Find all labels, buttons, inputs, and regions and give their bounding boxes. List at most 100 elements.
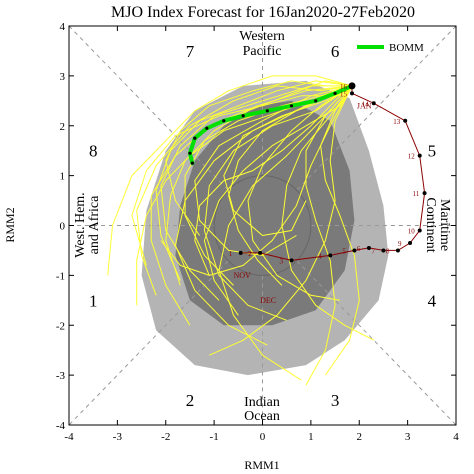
x-tick-label-2: 2 — [357, 431, 363, 443]
month-labels: JAN DEC NOV — [233, 101, 371, 305]
observed-day-label-1: 1 — [229, 250, 233, 258]
phase-label-1: 1 — [89, 291, 98, 310]
observed-day-label-3: 3 — [280, 257, 284, 265]
observed-day-label-8: 8 — [386, 247, 390, 255]
x-tick-label-0: 0 — [260, 431, 266, 443]
bomm-point-2 — [333, 91, 337, 95]
ensemble-member-14 — [203, 85, 353, 321]
y-axis-label: RMM2 — [3, 207, 17, 242]
x-tick-label--2: -2 — [161, 431, 170, 443]
observed-day-label-10: 10 — [408, 227, 416, 235]
observed-day-label-6: 6 — [357, 245, 361, 253]
observed-day-label-9: 9 — [398, 240, 402, 248]
ensemble-member-3 — [136, 85, 353, 296]
ensemble-member-7 — [320, 85, 360, 376]
observed-point-9 — [408, 240, 413, 245]
observed-point-7 — [381, 248, 386, 253]
region-indian-ocean: Indian Ocean — [244, 395, 280, 424]
phase-label-6: 6 — [331, 42, 340, 61]
diagonal-line-1 — [68, 25, 229, 191]
y-tick-label--1: -1 — [56, 270, 65, 282]
month-label-nov: NOV — [233, 271, 251, 280]
bomm-forecast — [187, 83, 354, 166]
diagonal-line-3 — [296, 25, 457, 191]
bomm-point-3 — [314, 99, 318, 103]
ensemble-member-17 — [150, 85, 353, 326]
x-axis-label: RMM1 — [244, 458, 279, 472]
observed-day-label-13: 13 — [393, 118, 401, 126]
y-tick-label-2: 2 — [60, 121, 66, 133]
ensemble-member-18 — [247, 85, 353, 301]
region-left-line1: West. Hem. — [73, 192, 88, 257]
observed-point-11 — [422, 191, 427, 196]
observed-point-3 — [289, 258, 294, 263]
observed-point-6 — [366, 245, 371, 250]
diagonal-line-2 — [296, 260, 457, 426]
legend: BOMM — [357, 42, 424, 54]
observed-day-label-7: 7 — [371, 247, 375, 255]
observed-day-label-16: 16 — [340, 83, 348, 91]
region-bottom-line1: Indian — [244, 395, 280, 410]
phase-label-4: 4 — [428, 291, 437, 310]
bomm-point-5 — [265, 109, 269, 113]
phase-label-7: 7 — [186, 42, 195, 61]
region-bottom-line2: Ocean — [244, 409, 280, 424]
y-tick-label--2: -2 — [56, 320, 65, 332]
region-western-pacific: Western Pacific — [239, 29, 285, 59]
chart-title: MJO Index Forecast for 16Jan2020-27Feb20… — [111, 4, 415, 21]
observed-day-label-5: 5 — [342, 247, 346, 255]
x-tick-label-4: 4 — [453, 431, 459, 443]
x-tick-label--4: -4 — [64, 431, 74, 443]
region-west-hem-africa: West. Hem. and Africa — [73, 192, 102, 257]
x-tick-label-3: 3 — [405, 431, 411, 443]
region-top-line2: Pacific — [243, 44, 282, 59]
observed-point-15 — [349, 91, 354, 96]
phase-label-3: 3 — [331, 391, 340, 410]
observed-line — [240, 85, 426, 261]
unit-circle — [213, 175, 312, 276]
observed-point-4 — [328, 253, 333, 258]
region-left-line2: and Africa — [87, 195, 102, 254]
phase-label-8: 8 — [89, 142, 98, 161]
x-tick-label-1: 1 — [308, 431, 314, 443]
observed-point-1 — [238, 250, 243, 255]
region-maritime-continent: Maritime Continent — [423, 197, 452, 252]
y-tick-label--4: -4 — [56, 420, 66, 432]
bomm-point-8 — [205, 126, 209, 130]
uncertainty-shading — [141, 80, 389, 376]
observed-day-label-2: 2 — [248, 250, 252, 258]
month-label-jan: JAN — [357, 101, 372, 110]
x-tick-label--1: -1 — [210, 431, 219, 443]
ensemble-member-6 — [107, 75, 353, 276]
ensemble-member-13 — [160, 85, 353, 276]
bomm-point-11 — [190, 161, 194, 165]
bomm-point-9 — [193, 136, 197, 140]
region-right-line2: Continent — [423, 197, 438, 252]
bomm-point-10 — [188, 151, 192, 155]
ensemble-member-12 — [160, 85, 352, 301]
phase-label-5: 5 — [428, 142, 437, 161]
ensemble-member-22 — [155, 80, 353, 281]
y-tick-label-3: 3 — [60, 71, 66, 83]
ensemble-member-16 — [209, 85, 353, 356]
ensemble-member-21 — [305, 85, 353, 386]
observed-point-16 — [348, 82, 356, 90]
y-tick-label--3: -3 — [56, 370, 66, 382]
observed-point-10 — [417, 228, 422, 233]
observed-day-label-12: 12 — [408, 153, 416, 161]
observed-point-5 — [352, 248, 357, 253]
ensemble-member-24 — [184, 85, 353, 286]
observed-day-label-11: 11 — [413, 190, 420, 198]
ensemble-member-11 — [218, 85, 353, 381]
observed-point-12 — [417, 153, 422, 158]
observed-point-2 — [258, 250, 263, 255]
observed-day-label-4: 4 — [318, 252, 322, 260]
ensemble-member-15 — [165, 80, 352, 236]
bomm-point-6 — [241, 114, 245, 118]
observed-day-label-15: 15 — [340, 90, 348, 98]
bomm-point-7 — [222, 119, 226, 123]
region-top-line1: Western — [239, 29, 285, 44]
